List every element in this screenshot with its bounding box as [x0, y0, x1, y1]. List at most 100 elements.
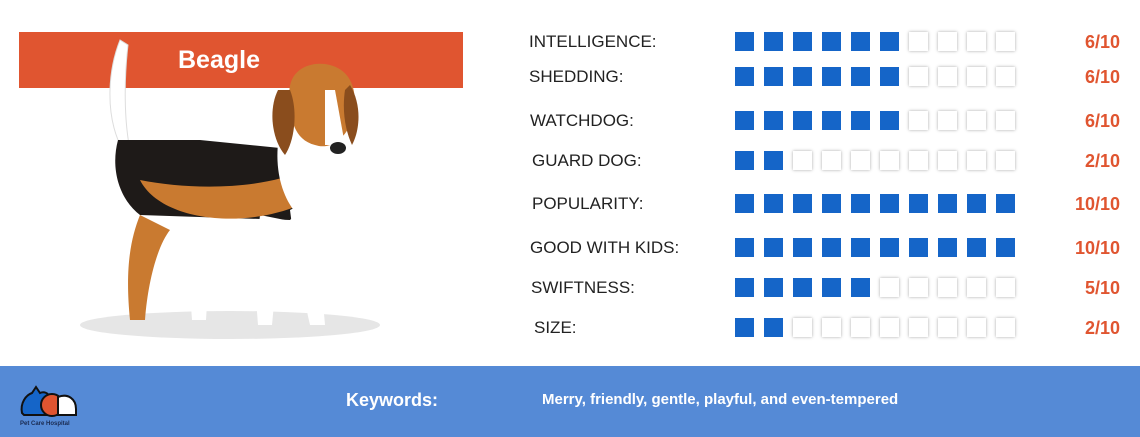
rating-square-filled	[822, 194, 841, 213]
rating-square-empty	[851, 318, 870, 337]
rating-square-filled	[880, 238, 899, 257]
rating-square-filled	[967, 238, 986, 257]
trait-row: INTELLIGENCE: 6/10	[0, 30, 1140, 54]
rating-square-filled	[822, 111, 841, 130]
rating-square-empty	[938, 318, 957, 337]
rating-square-filled	[764, 111, 783, 130]
rating-square-empty	[909, 151, 928, 170]
rating-square-filled	[793, 32, 812, 51]
rating-square-filled	[851, 194, 870, 213]
breed-title: Beagle	[178, 46, 260, 74]
rating-square-empty	[909, 111, 928, 130]
rating-square-empty	[909, 278, 928, 297]
rating-square-filled	[735, 67, 754, 86]
rating-square-filled	[967, 194, 986, 213]
rating-square-empty	[880, 151, 899, 170]
rating-square-filled	[822, 32, 841, 51]
rating-square-empty	[967, 318, 986, 337]
rating-square-filled	[851, 278, 870, 297]
rating-square-empty	[909, 67, 928, 86]
rating-square-filled	[735, 238, 754, 257]
rating-square-filled	[880, 32, 899, 51]
rating-square-empty	[822, 151, 841, 170]
rating-square-filled	[880, 194, 899, 213]
trait-score: 6/10	[1084, 32, 1120, 52]
trait-row: SWIFTNESS: 5/10	[0, 276, 1140, 300]
rating-square-filled	[822, 278, 841, 297]
keywords-text: Merry, friendly, gentle, playful, and ev…	[542, 391, 899, 408]
rating-square-filled	[851, 238, 870, 257]
trait-score: 10/10	[1074, 238, 1120, 258]
rating-square-filled	[996, 238, 1015, 257]
rating-square-filled	[793, 238, 812, 257]
rating-square-filled	[938, 194, 957, 213]
rating-square-filled	[793, 278, 812, 297]
keywords-label: Keywords:	[346, 390, 439, 410]
rating-square-filled	[822, 238, 841, 257]
rating-square-filled	[996, 194, 1015, 213]
trait-score: 10/10	[1074, 194, 1120, 214]
rating-square-filled	[793, 111, 812, 130]
rating-square-empty	[967, 151, 986, 170]
trait-score: 6/10	[1084, 67, 1120, 87]
breed-banner	[19, 32, 463, 88]
rating-square-filled	[909, 194, 928, 213]
rating-square-empty	[967, 278, 986, 297]
trait-label: SHEDDING:	[529, 67, 624, 86]
trait-label: INTELLIGENCE:	[529, 32, 657, 51]
trait-label: GOOD WITH KIDS:	[530, 238, 680, 257]
rating-square-empty	[996, 151, 1015, 170]
rating-square-filled	[851, 67, 870, 86]
rating-square-empty	[938, 67, 957, 86]
rating-square-empty	[967, 111, 986, 130]
rating-square-empty	[996, 318, 1015, 337]
rating-square-filled	[938, 238, 957, 257]
rating-square-empty	[938, 111, 957, 130]
rating-square-empty	[938, 151, 957, 170]
trait-score: 6/10	[1084, 111, 1120, 131]
trait-score: 2/10	[1084, 151, 1120, 171]
trait-label: GUARD DOG:	[532, 151, 642, 170]
trait-score: 2/10	[1084, 318, 1120, 338]
rating-square-filled	[764, 238, 783, 257]
rating-square-empty	[967, 67, 986, 86]
rating-square-filled	[764, 32, 783, 51]
rating-square-empty	[938, 32, 957, 51]
trait-row: POPULARITY: 10/10	[0, 192, 1140, 216]
rating-square-empty	[880, 278, 899, 297]
rating-square-filled	[851, 111, 870, 130]
trait-label: SIZE:	[534, 318, 577, 337]
rating-square-filled	[764, 318, 783, 337]
rating-square-empty	[996, 278, 1015, 297]
rating-square-empty	[793, 151, 812, 170]
rating-square-filled	[764, 278, 783, 297]
rating-square-empty	[909, 318, 928, 337]
rating-square-empty	[996, 111, 1015, 130]
rating-square-filled	[764, 151, 783, 170]
pet-care-hospital-logo	[20, 385, 77, 417]
footer-bar: Pet Care Hospital Keywords: Merry, frien…	[0, 366, 1140, 437]
rating-square-empty	[996, 32, 1015, 51]
rating-square-empty	[938, 278, 957, 297]
rating-square-filled	[880, 67, 899, 86]
rating-square-filled	[735, 151, 754, 170]
trait-row: WATCHDOG: 6/10	[0, 109, 1140, 133]
trait-label: POPULARITY:	[532, 194, 644, 213]
rating-square-empty	[880, 318, 899, 337]
rating-square-empty	[909, 32, 928, 51]
rating-square-filled	[764, 194, 783, 213]
rating-square-filled	[793, 67, 812, 86]
trait-row: SIZE: 2/10	[0, 316, 1140, 340]
trait-label: WATCHDOG:	[530, 111, 634, 130]
trait-row: GOOD WITH KIDS: 10/10	[0, 236, 1140, 260]
trait-score: 5/10	[1084, 278, 1120, 298]
rating-square-filled	[735, 194, 754, 213]
rating-square-empty	[822, 318, 841, 337]
rating-square-filled	[764, 67, 783, 86]
rating-square-filled	[793, 194, 812, 213]
rating-square-empty	[967, 32, 986, 51]
trait-label: SWIFTNESS:	[531, 278, 635, 297]
rating-square-empty	[793, 318, 812, 337]
rating-square-filled	[735, 32, 754, 51]
rating-square-filled	[822, 67, 841, 86]
